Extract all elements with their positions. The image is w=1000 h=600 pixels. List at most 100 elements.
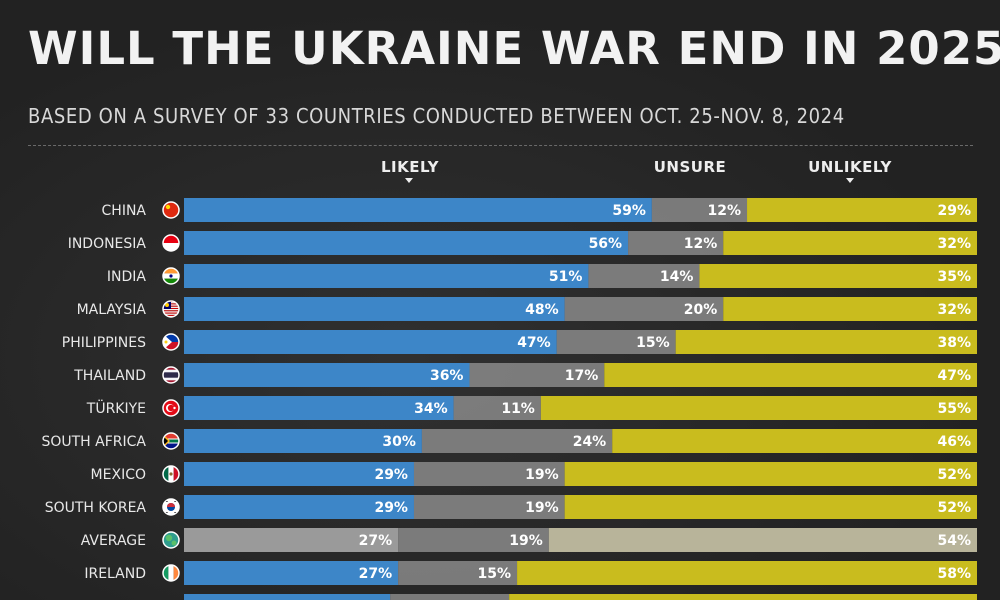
value-label-unsure: 19% (525, 467, 559, 483)
bar-unsure (453, 396, 541, 420)
value-label-unsure: 12% (684, 236, 718, 252)
bar-unlikely (747, 198, 977, 222)
value-label-unsure: 12% (708, 203, 742, 219)
bar-unsure (469, 363, 605, 387)
bar-likely (184, 396, 454, 420)
bar-unsure (421, 429, 613, 453)
category-label: AVERAGE (81, 533, 146, 549)
bar-likely-partial (184, 594, 391, 600)
globe-icon (162, 531, 180, 549)
value-label-unlikely: 52% (937, 500, 971, 516)
value-label-unlikely: 32% (937, 302, 971, 318)
category-label: INDONESIA (68, 236, 147, 252)
value-label-likely: 51% (549, 269, 583, 285)
bar-unsure (398, 561, 518, 585)
value-label-unlikely: 55% (937, 401, 971, 417)
bar-unsure (398, 528, 549, 552)
value-label-unlikely: 38% (937, 335, 971, 351)
bar-unsure (588, 264, 700, 288)
bar-unsure (413, 495, 565, 519)
legend-unlikely-caret-icon (846, 178, 854, 183)
bar-likely (184, 561, 399, 585)
bar-unlikely-partial (509, 594, 977, 600)
value-label-likely: 27% (359, 533, 393, 549)
chart-subtitle: BASED ON A SURVEY OF 33 COUNTRIES CONDUC… (28, 104, 845, 128)
bar-likely (184, 330, 557, 354)
value-label-unlikely: 32% (937, 236, 971, 252)
value-label-unsure: 15% (478, 566, 512, 582)
header-divider (28, 145, 973, 146)
bar-unsure-partial (390, 594, 510, 600)
bar-unlikely (699, 264, 977, 288)
legend-likely-caret-icon (405, 178, 413, 183)
value-label-likely: 29% (374, 467, 408, 483)
value-label-likely: 56% (589, 236, 623, 252)
category-label: INDIA (107, 269, 147, 285)
bar-unlikely (540, 396, 977, 420)
value-label-unlikely: 52% (937, 467, 971, 483)
bar-unlikely (517, 561, 977, 585)
value-label-unlikely: 35% (937, 269, 971, 285)
category-label: TÜRKIYE (86, 399, 146, 417)
category-label: SOUTH AFRICA (41, 434, 146, 450)
value-label-unsure: 14% (660, 269, 694, 285)
category-label: CHINA (102, 203, 147, 219)
bar-likely (184, 528, 399, 552)
value-label-unsure: 19% (525, 500, 559, 516)
malaysia-flag-icon (162, 300, 180, 318)
legend-likely: LIKELY (380, 158, 440, 176)
value-label-unsure: 20% (684, 302, 718, 318)
value-label-likely: 47% (517, 335, 551, 351)
legend-unsure-label: UNSURE (653, 158, 727, 176)
value-label-likely: 27% (359, 566, 393, 582)
south-korea-flag-icon (162, 498, 180, 516)
category-label: IRELAND (84, 566, 146, 582)
bar-likely (184, 429, 422, 453)
bar-unlikely (723, 297, 977, 321)
bar-unlikely (604, 363, 977, 387)
chart-title-text: WILL THE UKRAINE WAR END IN 2025? (28, 22, 1000, 75)
value-label-unsure: 11% (501, 401, 535, 417)
category-label: MALAYSIA (77, 302, 147, 318)
indonesia-flag-icon (162, 234, 180, 252)
value-label-likely: 29% (374, 500, 408, 516)
bar-unlikely (723, 231, 977, 255)
bar-unlikely (564, 495, 977, 519)
value-label-unlikely: 47% (937, 368, 971, 384)
bar-likely (184, 297, 565, 321)
mexico-flag-icon (162, 465, 180, 483)
value-label-unlikely: 46% (937, 434, 971, 450)
bar-unsure (651, 198, 748, 222)
value-label-unsure: 24% (573, 434, 607, 450)
category-label: THAILAND (73, 368, 146, 384)
value-label-unsure: 19% (509, 533, 543, 549)
legend-unsure: UNSURE (650, 158, 730, 176)
category-label: PHILIPPINES (62, 335, 146, 351)
bar-likely (184, 462, 414, 486)
value-label-likely: 34% (414, 401, 448, 417)
bar-unlikely (548, 528, 977, 552)
bar-likely (184, 264, 589, 288)
category-label: MEXICO (91, 467, 146, 483)
bar-likely (184, 231, 629, 255)
bar-unsure (413, 462, 565, 486)
south-africa-flag-icon (162, 432, 180, 450)
value-label-unlikely: 29% (937, 203, 971, 219)
china-flag-icon (162, 201, 180, 219)
bar-unsure (556, 330, 676, 354)
bar-unlikely (675, 330, 977, 354)
thailand-flag-icon (162, 366, 180, 384)
value-label-unsure: 15% (636, 335, 670, 351)
value-label-likely: 59% (612, 203, 646, 219)
value-label-unlikely: 54% (937, 533, 971, 549)
chart-title: WILL THE UKRAINE WAR END IN 2025? (28, 22, 1000, 75)
value-label-likely: 30% (382, 434, 416, 450)
value-label-unsure: 17% (565, 368, 599, 384)
legend-unlikely: UNLIKELY (805, 158, 895, 176)
bar-unlikely (564, 462, 977, 486)
philippines-flag-icon (162, 333, 180, 351)
category-label: SOUTH KOREA (45, 500, 147, 516)
ireland-flag-icon (162, 564, 180, 582)
turkiye-flag-icon (162, 399, 180, 417)
